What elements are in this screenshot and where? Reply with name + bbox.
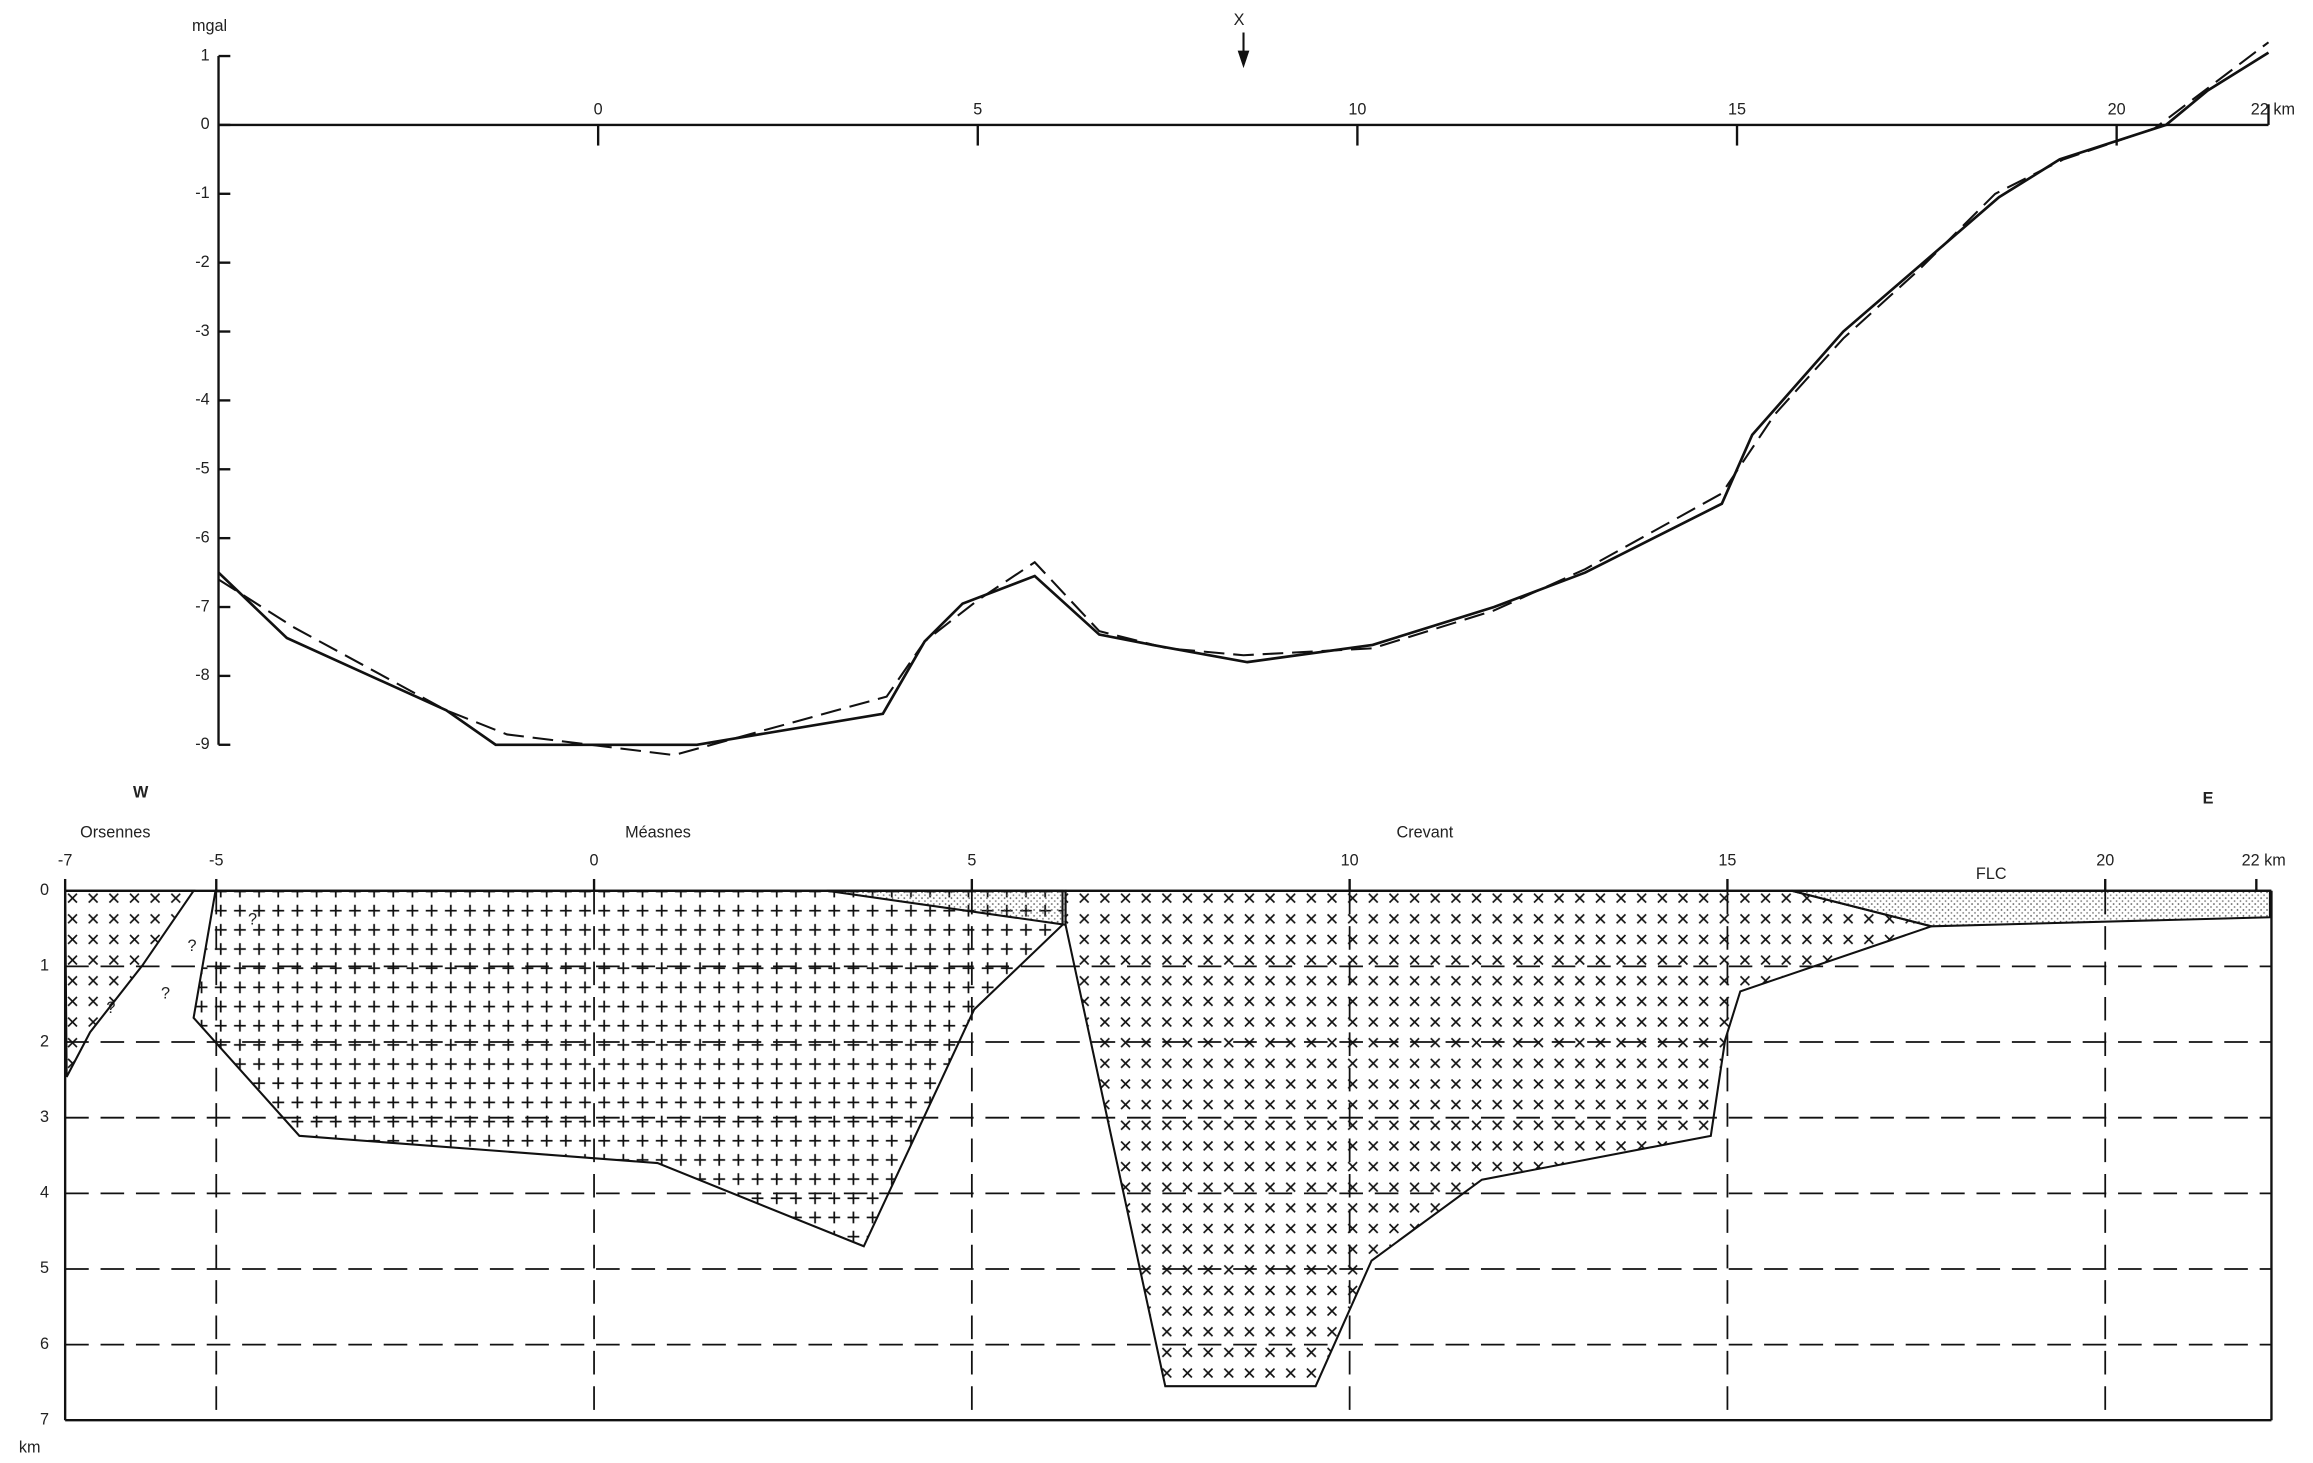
y-tick-label: -3 [195, 322, 209, 340]
y-tick-label: -8 [195, 666, 209, 684]
y-tick-label: 7 [40, 1411, 49, 1429]
x-tick-label: -5 [209, 852, 223, 870]
annotation: X [1234, 11, 1245, 29]
x-tick-label: 15 [1718, 852, 1736, 870]
x-tick-label: 10 [1341, 852, 1359, 870]
place-label: Méasnes [625, 824, 691, 842]
y-tick-label: 1 [201, 46, 210, 64]
x-tick-label: 5 [967, 852, 976, 870]
place-label: Crevant [1397, 824, 1454, 842]
y-tick-label: 6 [40, 1335, 49, 1353]
y-tick-label: -9 [195, 735, 209, 753]
y-tick-label: 0 [40, 881, 49, 899]
y-tick-label: 3 [40, 1108, 49, 1126]
x-tick-label: 22 km [2242, 852, 2286, 870]
y-tick-label: -4 [195, 391, 209, 409]
x-tick-label: 20 [2108, 100, 2126, 118]
observed-curve [219, 53, 2269, 745]
x-tick-label: 15 [1728, 100, 1746, 118]
rock-body [65, 891, 193, 1077]
y-tick-label: -6 [195, 528, 209, 546]
y-axis-label: mgal [192, 17, 227, 35]
y-tick-label: 1 [40, 957, 49, 975]
west-label: W [133, 784, 149, 802]
x-tick-label: 10 [1348, 100, 1366, 118]
y-tick-label: -5 [195, 460, 209, 478]
y-tick-label: 2 [40, 1032, 49, 1050]
x-tick-label: 0 [594, 100, 603, 118]
x-tick-label: 5 [973, 100, 982, 118]
y-tick-label: -2 [195, 253, 209, 271]
y-tick-label: 5 [40, 1259, 49, 1277]
uncertain-mark: ? [161, 984, 170, 1002]
annotation-arrow [1239, 32, 1248, 64]
east-label: E [2203, 790, 2214, 808]
x-tick-label: -7 [58, 852, 72, 870]
y-tick-label: 0 [201, 115, 210, 133]
x-tick-label: 22 km [2251, 100, 2295, 118]
x-tick-label: 20 [2096, 852, 2114, 870]
place-label: FLC [1976, 865, 2007, 883]
place-label: Orsennes [80, 824, 150, 842]
y-tick-label: -1 [195, 184, 209, 202]
x-tick-label: 0 [590, 852, 599, 870]
y-axis-label: km [19, 1439, 41, 1457]
computed-curve [219, 42, 2269, 755]
y-tick-label: 4 [40, 1184, 49, 1202]
rock-body [1066, 891, 1932, 1386]
figure: mgal X W E Orsennes Méasnes Crevant FLC … [0, 0, 2313, 1463]
y-tick-label: -7 [195, 597, 209, 615]
uncertain-mark: ? [188, 937, 197, 955]
page: {"chart_data": [ {"type": "line", "y_lab… [0, 0, 2313, 1463]
